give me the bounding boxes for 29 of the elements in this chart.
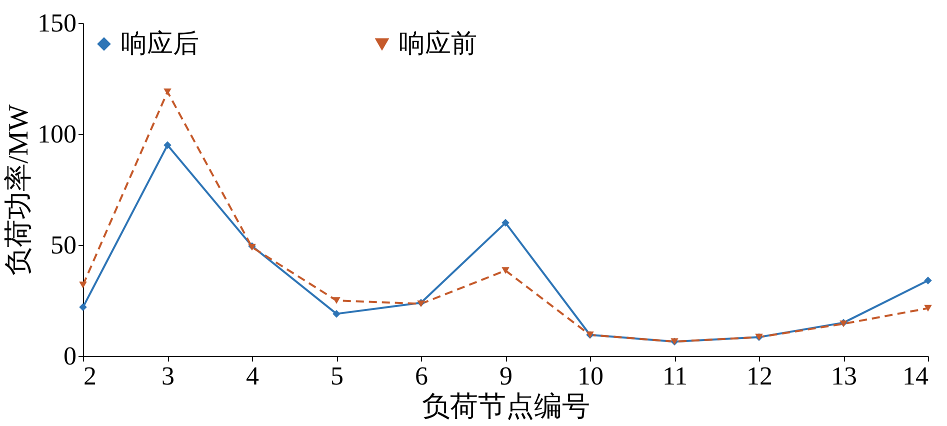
x-tick-label: 4	[246, 362, 259, 390]
x-tick-label: 5	[330, 362, 344, 390]
point	[79, 282, 87, 288]
y-tick-label: 50	[50, 230, 76, 260]
point	[502, 267, 510, 274]
point	[924, 304, 932, 312]
x-tick-label: 9	[500, 362, 512, 390]
x-axis-title: 负荷节点编号	[422, 392, 590, 422]
point	[164, 141, 172, 149]
legend-label: 响应前	[399, 29, 477, 58]
x-tick-label: 11	[662, 362, 688, 390]
y-tick-label: 0	[64, 342, 76, 370]
point	[332, 297, 340, 304]
legend-label: 响应后	[121, 29, 199, 58]
x-tick-label: 10	[578, 362, 604, 390]
point	[164, 88, 172, 96]
x-tick-label: 6	[415, 362, 428, 390]
point	[924, 276, 932, 284]
x-tick-label: 3	[162, 362, 174, 390]
y-axis-title: 负荷功率/MW	[4, 104, 34, 276]
point	[502, 218, 510, 227]
x-tick-label: 13	[831, 362, 857, 390]
x-tick-label: 14	[902, 362, 928, 390]
x-tick-label: 12	[746, 362, 772, 390]
y-tick-label: 100	[38, 120, 76, 148]
point	[332, 310, 340, 318]
x-tick-label: 2	[84, 362, 96, 390]
y-tick-label: 150	[38, 8, 76, 38]
point	[79, 303, 87, 312]
